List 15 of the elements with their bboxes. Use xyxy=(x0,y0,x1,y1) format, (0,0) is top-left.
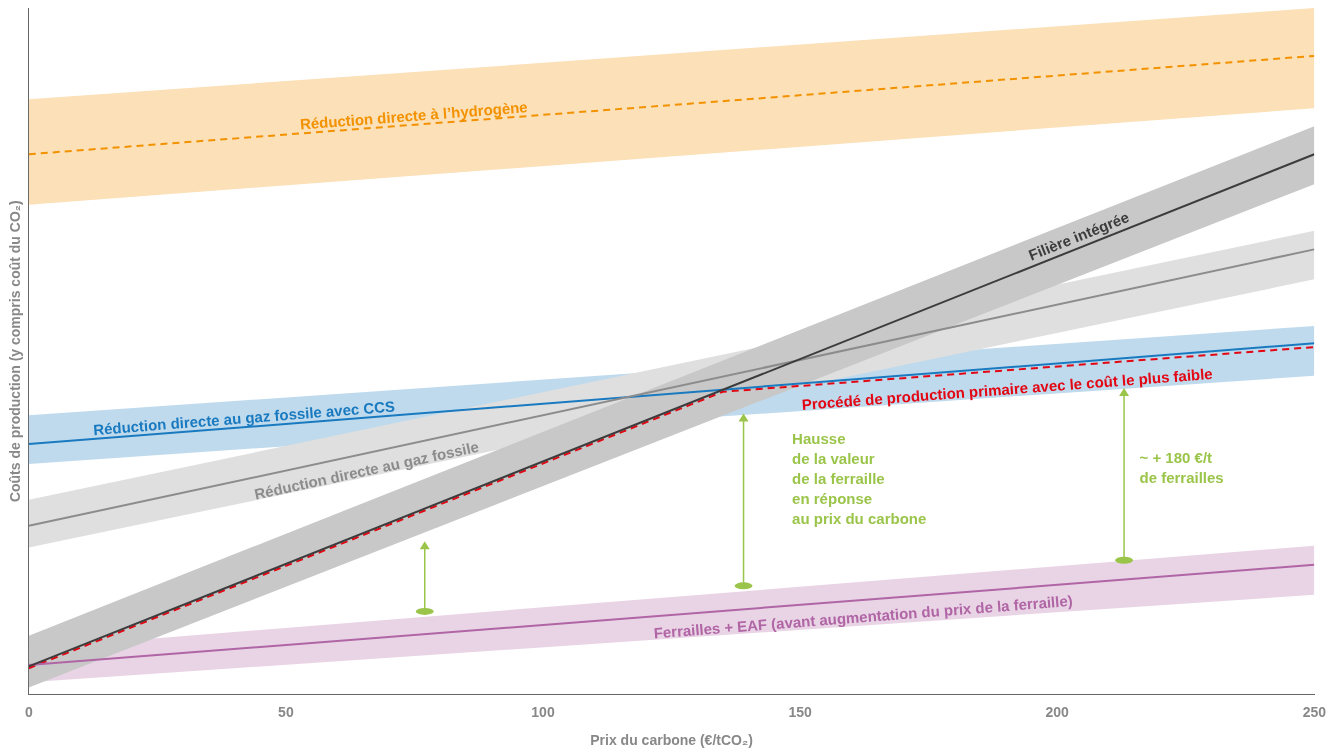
series-label: Réduction directe à l’hydrogène xyxy=(299,98,529,133)
x-tick-label: 250 xyxy=(1302,703,1327,720)
x-tick-label: 150 xyxy=(788,703,813,720)
y-axis-title: Coûts de production (y compris coût du CO₂) xyxy=(7,200,24,503)
annotation: Hausse de la valeur de la ferraille en réponse au prix du carbone xyxy=(792,430,927,528)
x-tick-label: 100 xyxy=(531,703,555,720)
series-label: Procédé de production primaire avec le coût le plus faible xyxy=(801,364,1214,413)
annotation: ~ + 180 €/t de ferrailles xyxy=(1139,449,1224,487)
series-label: Ferrailles + EAF (avant augmentation du prix de la ferraille) xyxy=(653,591,1074,642)
x-axis-title: Prix du carbone (€/tCO₂) xyxy=(590,732,753,749)
text: Réduction directe au gaz fossile xyxy=(252,437,481,503)
x-tick-label: 200 xyxy=(1045,703,1070,720)
series-label: Réduction directe au gaz fossile avec CCS xyxy=(92,397,396,439)
x-tick-label: 50 xyxy=(278,703,294,720)
x-tick-label: 0 xyxy=(24,703,33,720)
